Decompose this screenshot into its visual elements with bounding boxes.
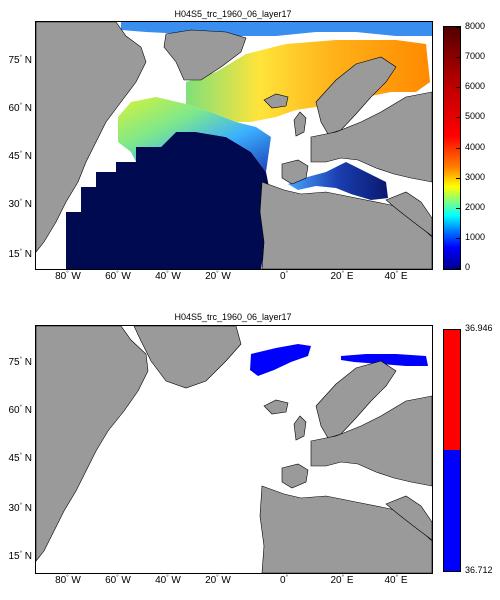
- bottom-lat-label-60: 60° N: [8, 405, 32, 416]
- midlat-gradient-region: [118, 97, 271, 172]
- top-colorbar-tick-label: 1000: [465, 231, 486, 242]
- arabia: [385, 191, 432, 237]
- bottom-colorbar-lower: [444, 450, 460, 571]
- bottom-scandinavia: [315, 360, 397, 439]
- bottom-lon-label-0: 0°: [280, 575, 288, 586]
- bottom-lat-label-30: 30° N: [8, 503, 32, 514]
- top-lon-label-60w: 60° W: [105, 271, 131, 282]
- top-lat-label-60: 60° N: [8, 103, 32, 114]
- bottom-greenland: [133, 326, 242, 389]
- top-lat-label-30: 30° N: [8, 199, 32, 210]
- bottom-colorbar-max-label: 36.946: [465, 323, 493, 333]
- top-lat-label-45: 45° N: [8, 151, 32, 162]
- bottom-colorbar-upper: [444, 330, 460, 450]
- top-lon-label-20w: 20° W: [205, 271, 231, 282]
- top-colorbar-tick-mark: [456, 87, 460, 89]
- top-lon-label-40w: 40° W: [155, 271, 181, 282]
- top-colorbar-tick-mark: [456, 237, 460, 239]
- bottom-lon-label-20e: 20° E: [330, 575, 354, 586]
- bottom-map-title: H04S5_trc_1960_06_layer17: [174, 312, 292, 322]
- top-map-title: H04S5_trc_1960_06_layer17: [174, 9, 292, 19]
- bottom-arabia: [385, 495, 432, 541]
- top-colorbar-tick-label: 7000: [465, 51, 486, 62]
- bottom-eurasia: [310, 395, 432, 487]
- eurasia: [310, 91, 432, 183]
- land-masses: [36, 22, 432, 269]
- bottom-land-masses: [36, 326, 432, 573]
- top-colorbar-tick-label: 0: [465, 262, 471, 272]
- bottom-british-isles: [293, 415, 307, 441]
- top-colorbar-tick-mark: [456, 177, 460, 179]
- top-colorbar-tick-label: 2000: [465, 201, 486, 212]
- mediterranean-region: [288, 162, 388, 200]
- bottom-lon-label-60w: 60° W: [105, 575, 131, 586]
- top-colorbar-tick-mark: [456, 268, 460, 269]
- north-america: [36, 22, 147, 253]
- bottom-iceland: [263, 399, 289, 415]
- top-colorbar-tick-mark: [456, 117, 460, 119]
- bottom-north-america: [36, 326, 149, 562]
- bottom-map: [35, 325, 433, 574]
- top-lon-label-0: 0°: [280, 271, 288, 282]
- blue-value-patch: [250, 344, 311, 376]
- iceland: [263, 93, 289, 109]
- top-colorbar-tick-label: 4000: [465, 141, 486, 152]
- greenland: [163, 29, 247, 81]
- top-map-canvas: [36, 22, 432, 269]
- bottom-colorbar: [443, 329, 461, 572]
- top-colorbar-tick-label: 3000: [465, 171, 486, 182]
- bottom-iberia: [281, 463, 309, 489]
- iberia: [281, 159, 309, 185]
- top-colorbar-tick-mark: [456, 147, 460, 149]
- top-colorbar-tick-label: 5000: [465, 111, 486, 122]
- top-lat-label-15: 15° N: [8, 249, 32, 260]
- top-lon-label-80w: 80° W: [55, 271, 81, 282]
- bottom-map-canvas: [36, 326, 432, 573]
- bottom-lat-label-15: 15° N: [8, 551, 32, 562]
- top-map: [35, 21, 433, 270]
- bottom-lon-label-20w: 20° W: [205, 575, 231, 586]
- top-colorbar: [443, 26, 461, 270]
- top-lat-label-75: 75° N: [8, 55, 32, 66]
- top-colorbar-tick-mark: [456, 207, 460, 209]
- bottom-colorbar-min-label: 36.712: [465, 565, 493, 575]
- bottom-lat-label-75: 75° N: [8, 357, 32, 368]
- bottom-lon-label-80w: 80° W: [55, 575, 81, 586]
- bottom-lat-label-45: 45° N: [8, 453, 32, 464]
- top-colorbar-tick-mark: [456, 57, 460, 59]
- british-isles: [293, 111, 307, 137]
- deep-ocean-region: [66, 132, 271, 269]
- top-colorbar-tick-mark: [456, 27, 460, 28]
- bottom-lon-label-40w: 40° W: [155, 575, 181, 586]
- top-lon-label-40e: 40° E: [384, 271, 408, 282]
- blue-value-patch-east: [341, 354, 428, 366]
- top-lon-label-20e: 20° E: [330, 271, 354, 282]
- scandinavia: [315, 56, 397, 135]
- top-colorbar-tick-label: 6000: [465, 81, 486, 92]
- bottom-lon-label-40e: 40° E: [384, 575, 408, 586]
- top-colorbar-tick-label: 8000: [465, 21, 486, 31]
